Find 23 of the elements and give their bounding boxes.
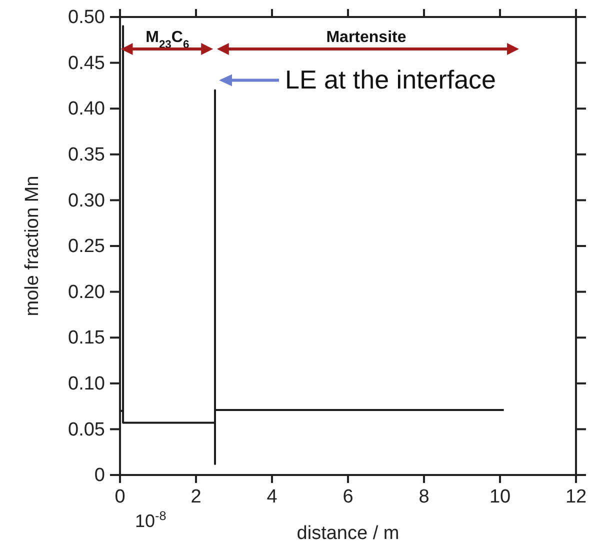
text: 10$^{-8}$ [135, 509, 166, 531]
y-tick-label: 0.40 [68, 98, 105, 120]
x-tick-label: 2 [190, 486, 202, 508]
y-tick-label: 0 [94, 465, 105, 486]
y-tick-label: 0.45 [68, 52, 105, 74]
y-tick-label: 0.05 [68, 419, 105, 440]
x-axis-title: distance / m [296, 523, 400, 544]
y-tick-label: 0.25 [68, 236, 105, 258]
y-tick-label: 0.30 [68, 190, 105, 212]
y-tick-label: 0.15 [68, 328, 105, 349]
x-tick-label: 0 [114, 486, 126, 508]
y-tick-label: 0.50 [68, 7, 105, 28]
y-tick-label: 0.10 [68, 373, 105, 394]
annotation: LE at the interface [285, 64, 496, 94]
x-tick-label: 8 [418, 486, 430, 508]
x-tick-label: 6 [342, 486, 354, 508]
y-axis-title: mole fraction Mn [22, 176, 43, 316]
y-tick-label: 0.20 [68, 282, 105, 303]
x-tick-label: 4 [266, 486, 278, 508]
x-tick-label: 12 [565, 486, 587, 508]
x-tick-label: 10 [489, 486, 511, 508]
y-tick-label: 0.35 [68, 144, 105, 166]
annotation: Martensite [326, 29, 406, 46]
